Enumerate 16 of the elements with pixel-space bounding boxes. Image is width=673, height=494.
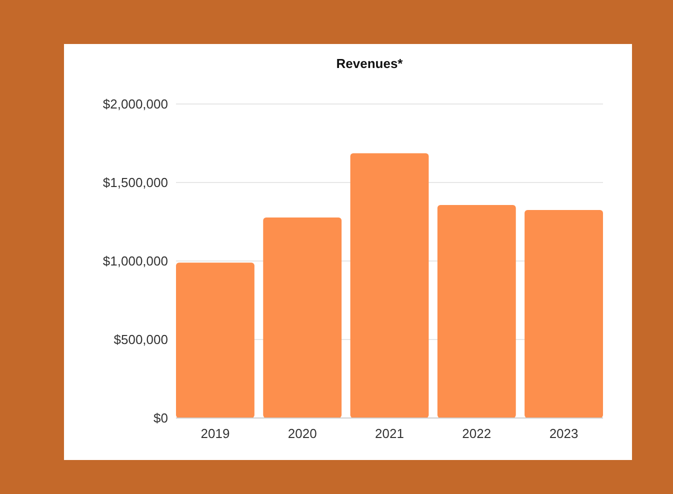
y-tick-label: $1,500,000 [102, 175, 168, 190]
x-tick-label: 2021 [375, 426, 404, 441]
bar [524, 210, 603, 418]
x-tick-label: 2019 [200, 426, 230, 441]
bar [437, 204, 516, 418]
y-tick-label: $1,000,000 [102, 254, 168, 269]
y-tick-label: $0 [154, 410, 168, 426]
bar [350, 153, 429, 418]
y-tick-label: $500,000 [114, 332, 168, 348]
x-tick-label: 2023 [549, 426, 578, 441]
chart-title: Revenues* [336, 56, 404, 71]
bar [176, 262, 254, 418]
y-tick-label: $2,000,000 [102, 96, 168, 112]
x-tick-label: 2020 [288, 426, 317, 441]
bar [263, 218, 342, 418]
x-tick-label: 2022 [462, 426, 492, 441]
